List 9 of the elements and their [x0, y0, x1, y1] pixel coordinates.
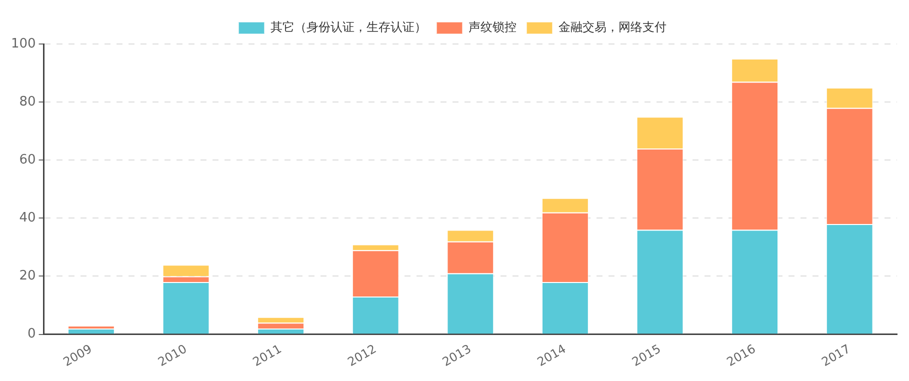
- y-tick-label: 20: [19, 268, 36, 284]
- y-tick-label: 80: [19, 94, 36, 110]
- legend-label: 金融交易，网络支付: [558, 20, 666, 34]
- y-tick-label: 100: [10, 36, 36, 52]
- legend-label: 其它（身份认证，生存认证）: [270, 20, 426, 34]
- y-tick-label: 0: [28, 326, 36, 342]
- y-tick-label: 40: [19, 210, 36, 226]
- y-tick-label: 60: [19, 152, 36, 168]
- legend-label: 声纹锁控: [468, 20, 516, 34]
